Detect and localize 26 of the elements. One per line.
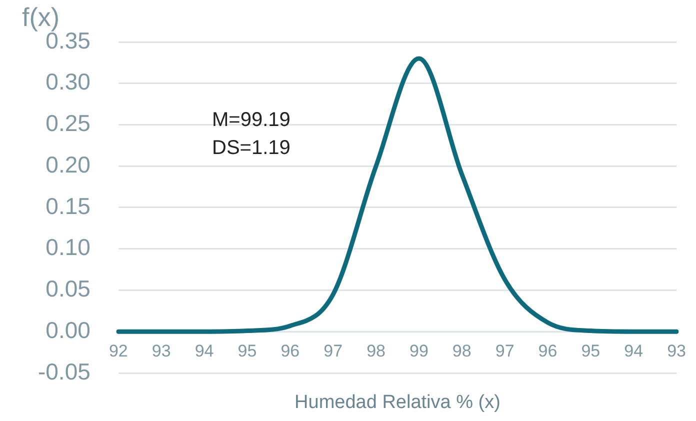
y-tick-label: 0.30: [46, 68, 90, 95]
annotation: M=99.19: [212, 108, 290, 133]
y-tick-label: 0.05: [46, 276, 90, 302]
y-tick-label: 0.00: [46, 316, 90, 343]
x-tick-label: 97: [324, 342, 343, 361]
x-tick-label: 96: [280, 342, 300, 361]
x-tick-label: 95: [238, 342, 257, 361]
x-tick-label: 94: [624, 342, 644, 361]
y-tick-label: 0.20: [46, 151, 90, 178]
y-tick-label: 0.10: [46, 234, 90, 260]
x-tick-label: 96: [538, 342, 558, 361]
x-tick-label: 99: [409, 342, 428, 361]
x-tick-label: 92: [108, 342, 128, 361]
y-tick-label: 0.25: [46, 110, 90, 136]
x-tick-label: 98: [366, 342, 386, 361]
x-tick-label: 93: [667, 342, 686, 361]
line-series: [116, 56, 679, 334]
x-axis-title: Humedad Relativa % (x): [294, 392, 502, 414]
y-tick-label: 0.15: [46, 192, 90, 219]
x-tick-label: 95: [581, 342, 600, 361]
x-tick-label: 93: [152, 342, 171, 361]
x-tick-label: 98: [452, 342, 472, 361]
x-tick-label: 97: [495, 342, 514, 361]
x-tick-label: 94: [194, 342, 214, 361]
y-tick-label: -0.05: [38, 358, 90, 384]
annotation: DS=1.19: [212, 136, 290, 161]
